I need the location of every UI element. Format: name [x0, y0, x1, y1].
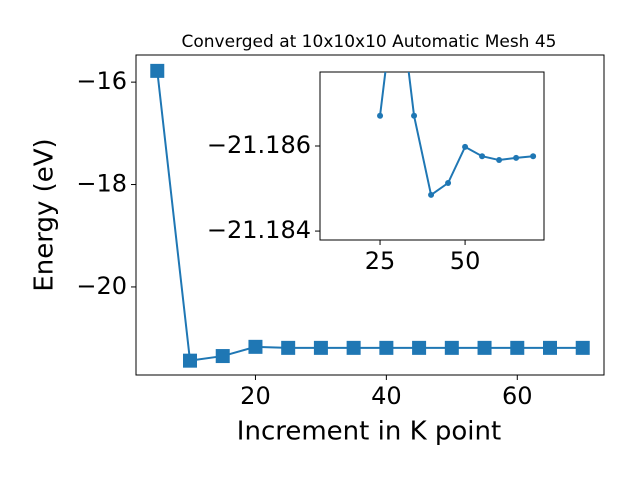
data-marker: [428, 191, 435, 198]
y-tick-label: −21.184: [207, 216, 311, 244]
data-marker: [150, 63, 165, 78]
plot-content: [377, 72, 537, 198]
data-marker: [412, 340, 427, 355]
data-marker: [462, 143, 469, 150]
data-marker: [346, 340, 361, 355]
data-marker: [510, 340, 525, 355]
data-line: [379, 72, 534, 197]
plot-area: [319, 71, 545, 241]
data-marker: [281, 340, 296, 355]
data-marker: [479, 153, 486, 160]
chart-title: Converged at 10x10x10 Automatic Mesh 45: [182, 32, 557, 52]
data-marker: [377, 112, 384, 119]
x-tick-label: 40: [371, 382, 402, 410]
x-tick-label: 60: [502, 382, 533, 410]
data-marker: [445, 180, 452, 187]
data-marker: [477, 340, 492, 355]
y-tick-label: −16: [76, 67, 127, 95]
data-marker: [530, 153, 537, 160]
x-tick-label: 25: [365, 247, 396, 275]
plot-content: [150, 63, 590, 368]
data-marker: [496, 157, 503, 164]
x-tick-label: 50: [450, 247, 481, 275]
data-marker: [444, 340, 459, 355]
data-marker: [379, 340, 394, 355]
y-tick-label: −18: [76, 170, 127, 198]
data-marker: [215, 349, 230, 364]
y-tick-label: −20: [76, 272, 127, 300]
data-marker: [575, 340, 590, 355]
data-marker: [248, 339, 263, 354]
data-marker: [543, 340, 557, 355]
data-marker: [183, 353, 197, 368]
x-tick-label: 20: [240, 382, 271, 410]
data-marker: [411, 112, 418, 119]
y-tick-label: −21.186: [207, 131, 311, 159]
data-marker: [513, 154, 520, 161]
x-axis-label: Increment in K point: [237, 417, 501, 447]
data-marker: [313, 340, 328, 355]
y-axis-label: Energy (eV): [30, 138, 60, 291]
